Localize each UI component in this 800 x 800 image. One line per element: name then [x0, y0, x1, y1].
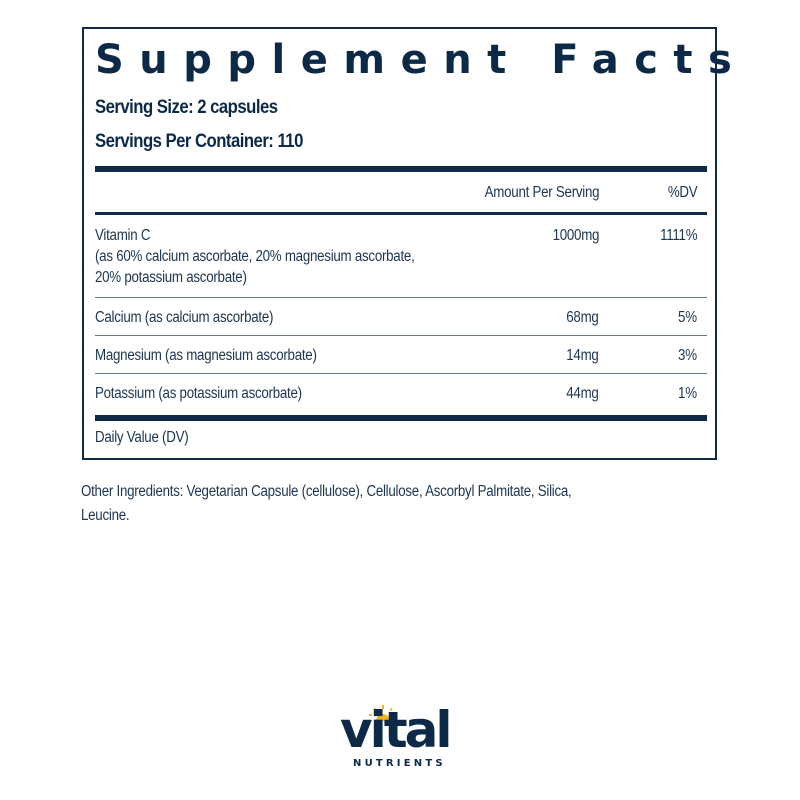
- header-daily-value: %DV: [667, 184, 697, 201]
- brand-tagline: NUTRIENTS: [353, 758, 446, 769]
- nutrient-amount: 14mg: [566, 347, 600, 364]
- nutrient-name: Potassium (as potassium ascorbate): [95, 385, 302, 402]
- nutrient-name: Vitamin C: [95, 227, 151, 244]
- other-ingredients-line: Leucine.: [81, 507, 130, 524]
- row-divider: [95, 373, 707, 374]
- header-divider: [95, 212, 707, 215]
- supplement-facts-panel: Supplement Facts Serving Size: 2 capsule…: [82, 27, 732, 460]
- footnote: Daily Value (DV): [95, 429, 189, 446]
- nutrient-dv: 1%: [678, 385, 697, 402]
- serving-size: Serving Size: 2 capsules: [95, 97, 278, 118]
- sun-icon: [369, 705, 397, 721]
- other-ingredients-line: Other Ingredients: Vegetarian Capsule (c…: [81, 483, 572, 500]
- nutrient-name: Magnesium (as magnesium ascorbate): [95, 347, 317, 364]
- brand-name: vital: [340, 701, 453, 759]
- servings-per-container: Servings Per Container: 110: [95, 131, 303, 152]
- nutrient-dv: 5%: [678, 309, 697, 326]
- brand-logo: vital NUTRIENTS: [340, 705, 462, 775]
- nutrient-detail: (as 60% calcium ascorbate, 20% magnesium…: [95, 248, 415, 265]
- nutrient-dv: 1111%: [659, 227, 698, 244]
- other-ingredients: Other Ingredients: Vegetarian Capsule (c…: [81, 480, 721, 528]
- nutrient-name: Calcium (as calcium ascorbate): [95, 309, 274, 326]
- thick-divider: [95, 415, 707, 421]
- nutrient-amount: 44mg: [566, 385, 600, 402]
- panel-title: Supplement Facts: [95, 37, 748, 83]
- nutrient-dv: 3%: [678, 347, 697, 364]
- row-divider: [95, 335, 707, 336]
- row-divider: [95, 297, 707, 298]
- header-amount-per-serving: Amount Per Serving: [484, 184, 599, 201]
- thick-divider: [95, 166, 707, 172]
- nutrient-amount: 68mg: [566, 309, 600, 326]
- nutrient-detail: 20% potassium ascorbate): [95, 269, 247, 286]
- nutrient-amount: 1000mg: [552, 227, 599, 244]
